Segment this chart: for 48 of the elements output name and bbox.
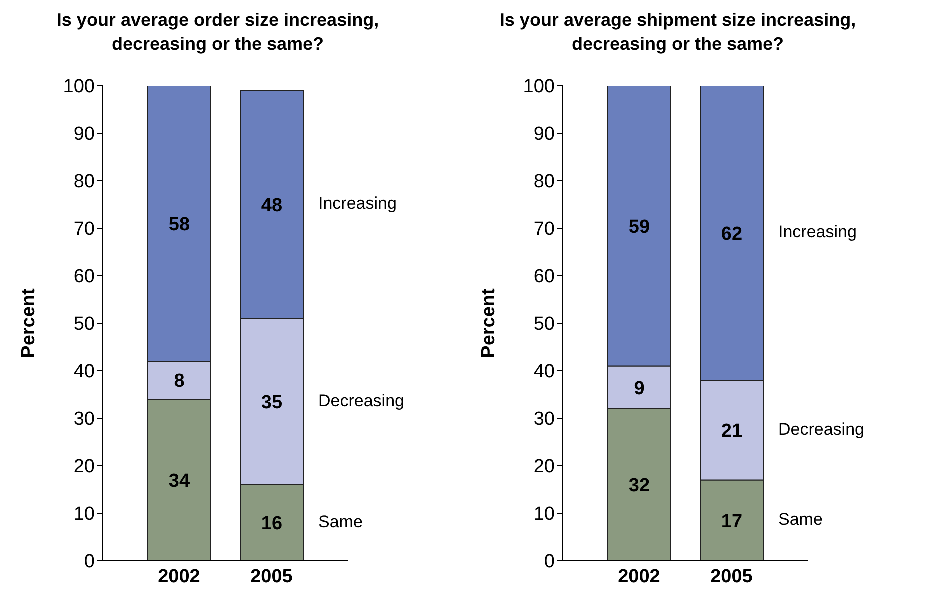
y-tick-label: 0 — [84, 552, 95, 573]
y-tick-label: 70 — [74, 219, 95, 240]
y-axis-title: Percent — [478, 288, 500, 358]
data-label: 21 — [721, 421, 743, 442]
data-label: 58 — [168, 214, 190, 236]
y-tick-label: 30 — [74, 409, 95, 430]
data-label: 62 — [721, 224, 743, 245]
chart-title: Is your average order size increasing, decreasing or the same? — [56, 9, 380, 56]
y-tick-label: 0 — [544, 552, 555, 573]
x-tick-label: 2005 — [710, 566, 754, 588]
y-tick-label: 40 — [534, 362, 555, 383]
data-label: 8 — [174, 371, 185, 392]
x-tick-label: 2005 — [250, 566, 294, 588]
data-label: 34 — [168, 470, 190, 492]
data-label: 35 — [261, 392, 283, 414]
data-label: 32 — [628, 476, 650, 497]
y-tick-label: 90 — [74, 124, 95, 146]
series-label: Increasing — [778, 222, 857, 242]
y-tick-label: 60 — [534, 266, 555, 288]
y-tick-label: 90 — [534, 124, 555, 146]
y-tick-label: 30 — [534, 409, 555, 430]
y-tick-label: 50 — [74, 314, 95, 336]
series-label: Increasing — [318, 194, 397, 214]
chart-title: Is your average shipment size increasing, decreasing or the same? — [498, 9, 858, 56]
y-tick-label: 20 — [74, 456, 95, 478]
y-tick-label: 80 — [74, 172, 95, 193]
y-tick-label: 10 — [534, 504, 555, 526]
series-label: Decreasing — [778, 420, 864, 439]
x-tick-label: 2002 — [158, 566, 200, 588]
data-label: 9 — [634, 378, 645, 400]
y-tick-label: 80 — [534, 172, 555, 193]
data-label: 48 — [261, 195, 283, 216]
y-tick-label: 60 — [74, 266, 95, 288]
data-label: 17 — [721, 511, 743, 532]
data-label: 59 — [628, 216, 650, 238]
y-tick-label: 40 — [74, 362, 95, 383]
x-tick-label: 2002 — [618, 566, 660, 588]
y-tick-label: 70 — [534, 219, 555, 240]
data-label: 16 — [261, 514, 283, 535]
series-label: Same — [318, 512, 363, 532]
y-tick-label: 10 — [74, 504, 95, 526]
y-tick-label: 100 — [63, 76, 95, 98]
y-axis-title: Percent — [18, 288, 40, 358]
y-tick-label: 20 — [534, 456, 555, 478]
series-label: Same — [778, 510, 823, 530]
series-label: Decreasing — [318, 391, 404, 410]
y-tick-label: 50 — [534, 314, 555, 336]
y-tick-label: 100 — [523, 76, 555, 98]
